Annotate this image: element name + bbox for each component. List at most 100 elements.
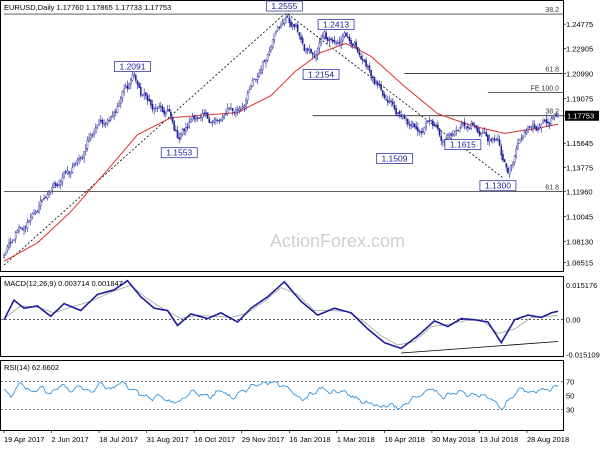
candle-body — [280, 24, 282, 28]
price-annotation-label: 1.1300 — [485, 181, 511, 191]
candle-body — [141, 94, 144, 96]
date-tick-label: 18 Jul 2017 — [99, 435, 138, 444]
candle-body — [126, 85, 129, 89]
candle — [54, 181, 57, 189]
price-tick-label: 1.20990 — [566, 70, 593, 79]
candle-body — [520, 138, 523, 140]
candle-body — [29, 217, 32, 222]
candle — [505, 163, 508, 172]
candle-body — [435, 124, 437, 127]
candle-body — [260, 69, 262, 75]
candle-body — [371, 76, 374, 78]
candle — [200, 113, 202, 122]
candle-body — [188, 121, 191, 128]
candle — [343, 30, 346, 39]
candle-body — [206, 112, 209, 119]
candle-body — [425, 121, 427, 127]
candle — [46, 191, 49, 201]
candle-body — [438, 128, 441, 136]
candle-body — [73, 163, 75, 167]
candle — [196, 116, 199, 122]
candle — [198, 117, 201, 120]
candle-body — [26, 221, 29, 229]
candle-body — [305, 48, 307, 52]
candle — [392, 98, 394, 107]
candle-body — [318, 42, 321, 49]
candle — [525, 128, 528, 135]
candle-body — [360, 55, 362, 60]
candle — [190, 118, 192, 123]
moving-average — [3, 42, 559, 262]
candle — [538, 122, 541, 131]
candle — [261, 61, 264, 75]
date-tick-label: 16 Oct 2017 — [194, 435, 235, 444]
candle — [528, 125, 531, 130]
date-axis: 19 Apr 2017 2 Jun 2017 18 Jul 2017 31 Aug 2… — [3, 430, 569, 444]
candle-body — [160, 106, 162, 108]
candle — [452, 130, 454, 138]
price-tick-label: 1.15645 — [566, 139, 593, 148]
candle — [341, 33, 344, 45]
candle — [455, 125, 458, 136]
candle — [103, 119, 105, 127]
candle-body — [13, 239, 15, 241]
macd-lines — [1, 279, 563, 354]
candle-body — [542, 121, 544, 124]
candle-body — [216, 120, 219, 122]
candle — [306, 47, 309, 55]
candle-body — [328, 39, 331, 41]
candle-body — [477, 128, 479, 133]
candle-body — [109, 116, 112, 121]
candle — [318, 37, 321, 53]
candle — [221, 114, 224, 123]
candle — [193, 114, 196, 123]
candle — [236, 105, 239, 116]
candle — [346, 32, 349, 39]
candle-body — [361, 59, 364, 61]
candle — [215, 117, 217, 125]
candle — [366, 64, 369, 70]
candle — [542, 117, 544, 124]
candle-body — [68, 171, 70, 174]
candle — [432, 118, 434, 130]
candle — [410, 120, 412, 130]
candle-body — [300, 36, 302, 40]
candle — [160, 101, 162, 112]
rsi-lines — [1, 380, 563, 411]
candle-body — [266, 54, 269, 61]
candle-body — [3, 255, 5, 259]
candle-body — [271, 39, 274, 48]
candle — [36, 209, 39, 213]
candle — [38, 201, 40, 214]
candle — [173, 119, 176, 132]
candle — [131, 70, 134, 82]
candle — [275, 30, 277, 36]
candle — [316, 47, 319, 61]
candle — [31, 212, 34, 220]
candle-body — [306, 48, 309, 51]
candle-body — [413, 123, 416, 127]
candle-body — [195, 118, 197, 120]
price-annotation-box — [302, 68, 340, 80]
candle-body — [285, 17, 287, 20]
candle-body — [428, 120, 431, 122]
candle — [6, 244, 9, 253]
candles — [3, 12, 559, 259]
candle — [515, 145, 518, 159]
candle — [34, 209, 37, 216]
candle — [472, 121, 474, 127]
candle — [235, 106, 237, 118]
candle-body — [191, 116, 194, 121]
candle — [415, 121, 417, 131]
candle-body — [455, 130, 458, 133]
fib-level-label: 61.8 — [545, 67, 559, 74]
candle — [433, 121, 436, 127]
candle — [156, 106, 159, 113]
price-annotation-label: 1.2555 — [271, 1, 297, 11]
candle-body — [98, 119, 100, 126]
candle-body — [28, 219, 30, 223]
rsi-line — [3, 380, 559, 411]
candle-body — [200, 116, 202, 118]
candle — [155, 103, 157, 113]
candle — [326, 36, 329, 44]
